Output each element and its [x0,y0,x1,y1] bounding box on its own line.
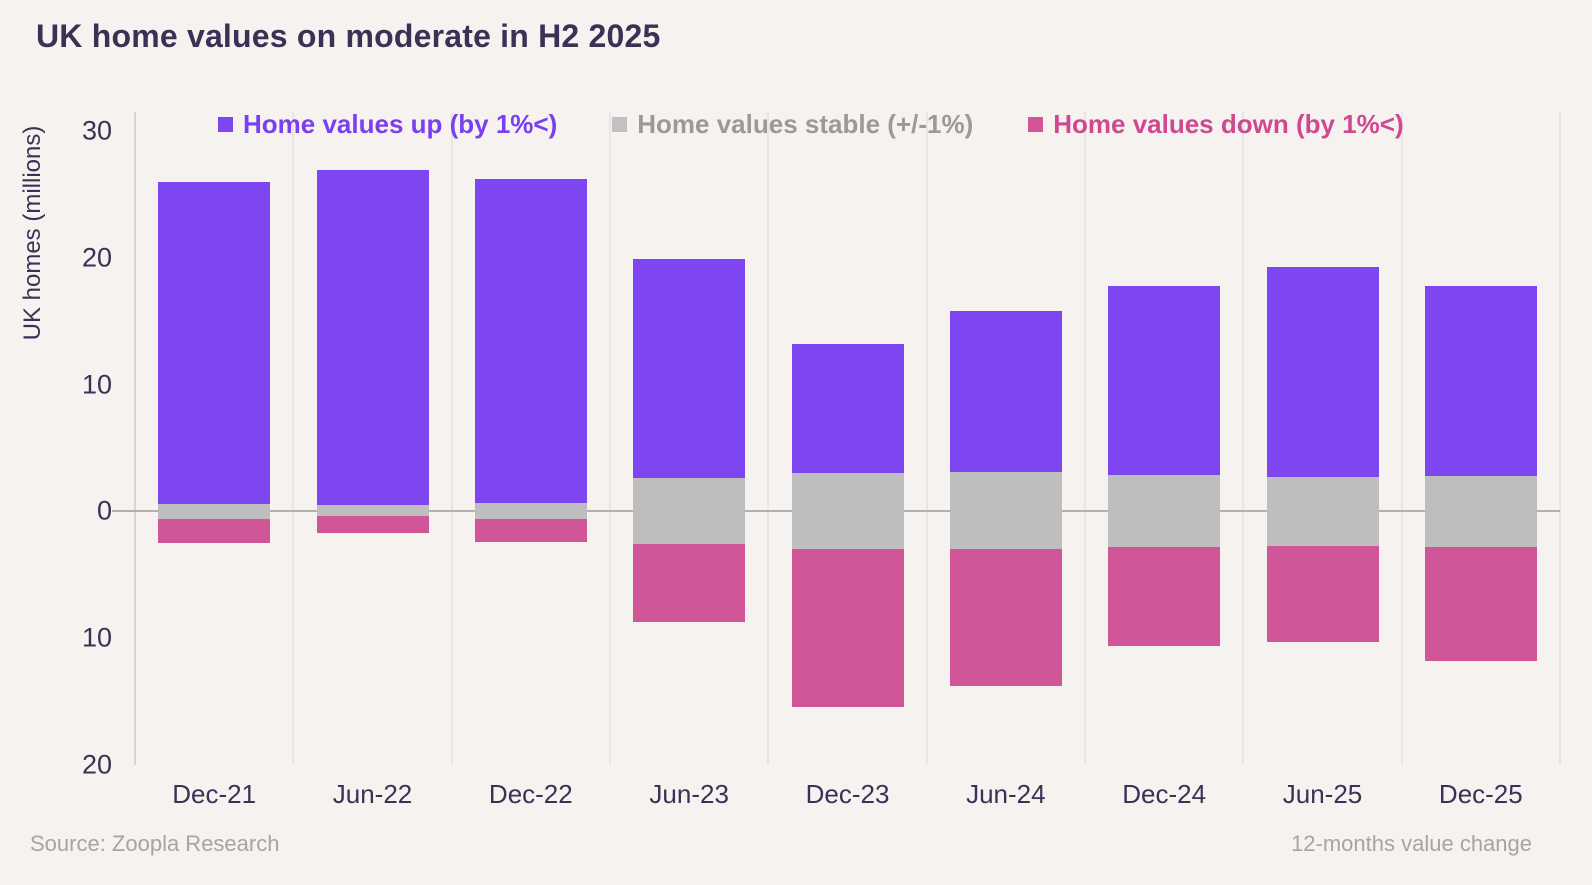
x-axis-label: Dec-24 [1122,779,1207,809]
gridline-vertical [1559,112,1561,765]
legend-label-stable: Home values stable (+/-1%) [637,109,974,139]
x-axis-label: Dec-23 [805,779,890,809]
bar-segment-down [633,544,746,622]
x-axis-label: Jun-24 [966,779,1046,809]
gridline-vertical [1242,112,1245,765]
bar-segment-up [158,181,271,504]
bar-segment-up [949,311,1062,473]
bar-segment-up [1108,285,1221,475]
bar-segment-down [1424,546,1537,662]
gridline-vertical [450,112,453,765]
bar-segment-up [316,170,429,506]
legend-label-down: Home values down (by 1%<) [1053,109,1404,139]
footer: Source: Zoopla Research 12-months value … [30,831,1532,857]
bar-segment-down [1266,546,1379,642]
bar-segment-stable [949,472,1062,550]
bar-segment-stable [1108,474,1221,547]
legend-item-down: Home values down (by 1%<) [1028,109,1404,140]
bar-segment-up [633,259,746,479]
legend: Home values up (by 1%<) Home values stab… [218,109,1404,140]
x-axis-label: Jun-25 [1282,779,1363,809]
bar-segment-up [1424,285,1537,476]
bar-segment-down [791,549,904,707]
bar-segment-up [474,179,587,504]
legend-label-up: Home values up (by 1%<) [243,109,558,139]
bar-segment-up [791,344,904,474]
bar-segment-stable [633,478,746,545]
y-tick-label: 20 [81,749,112,780]
gridline-vertical [1400,112,1403,765]
bar-segment-stable [1424,475,1537,547]
bar-segment-down [474,519,587,543]
bar-segment-stable [158,503,271,519]
gridline-vertical [925,112,928,765]
y-axis-line [134,112,136,765]
legend-item-up: Home values up (by 1%<) [218,109,557,140]
y-tick-label: 10 [81,369,112,400]
bar-segment-stable [474,503,587,519]
gridline-vertical [609,112,611,765]
bar-segment-down [949,549,1062,687]
y-tick-label: 30 [81,115,112,146]
legend-swatch-up [218,117,233,132]
legend-item-stable: Home values stable (+/-1%) [612,109,973,140]
bar-segment-stable [1266,476,1379,547]
bar-segment-stable [316,505,429,516]
source-note: Source: Zoopla Research [30,831,280,856]
x-axis-label: Jun-23 [649,779,729,809]
gridline-vertical [292,112,295,765]
gridline-vertical [1084,112,1086,765]
x-axis-label: Dec-25 [1438,779,1523,809]
bar-segment-up [1266,266,1379,477]
bar-segment-down [1108,546,1221,646]
y-tick-label: 0 [96,495,112,526]
y-tick-label: 10 [81,622,112,653]
x-axis-label: Dec-21 [172,779,257,809]
bar-segment-down [158,519,271,544]
legend-swatch-down [1028,117,1044,132]
gridline-vertical [767,112,770,765]
y-tick-label: 20 [81,242,112,273]
x-axis-label: Jun-22 [332,779,413,809]
chart-title: UK home values on moderate in H2 2025 [36,18,661,54]
legend-swatch-stable [612,117,628,132]
bar-segment-stable [791,473,904,550]
value-change-note: 12-months value change [1291,831,1532,856]
x-axis-label: Dec-22 [488,779,573,809]
bar-segment-down [316,515,429,533]
